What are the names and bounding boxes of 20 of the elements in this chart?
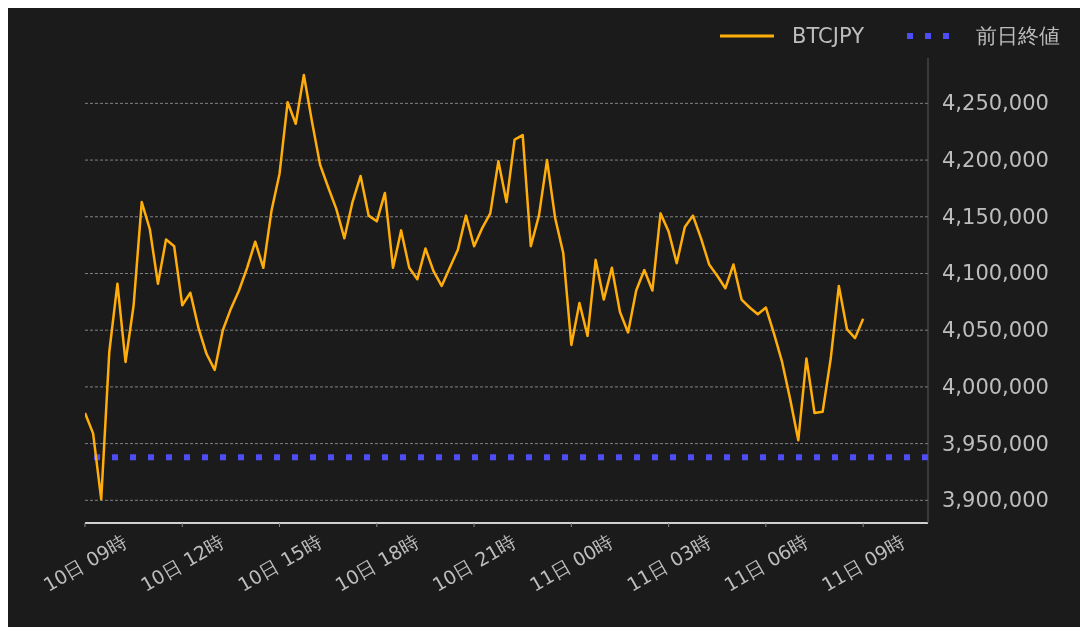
y-tick-label: 4,100,000 — [942, 261, 1049, 286]
y-tick-label: 4,200,000 — [942, 148, 1049, 173]
y-tick-label: 4,050,000 — [942, 318, 1049, 343]
x-tick-label: 11日 09時 — [817, 530, 909, 596]
x-tick-label: 11日 03時 — [623, 530, 715, 596]
line-series — [85, 73, 865, 501]
legend-label: 前日終値 — [976, 23, 1060, 50]
y-tick-label: 4,000,000 — [942, 374, 1049, 399]
x-tick-label: 10日 15時 — [234, 530, 326, 596]
y-tick-label: 3,900,000 — [942, 488, 1049, 513]
y-tick-label: 3,950,000 — [942, 431, 1049, 456]
y-tick-label: 4,150,000 — [942, 204, 1049, 229]
x-tick-label: 10日 12時 — [136, 530, 228, 596]
x-tick-label: 11日 00時 — [525, 530, 617, 596]
x-tick-label: 10日 21時 — [428, 530, 520, 596]
legend-label: BTCJPY — [792, 24, 864, 48]
x-tick-label: 10日 18時 — [331, 530, 423, 596]
x-tick-label: 10日 09時 — [39, 530, 131, 596]
y-tick-label: 4,250,000 — [942, 91, 1049, 116]
x-tick-label: 11日 06時 — [720, 530, 812, 596]
